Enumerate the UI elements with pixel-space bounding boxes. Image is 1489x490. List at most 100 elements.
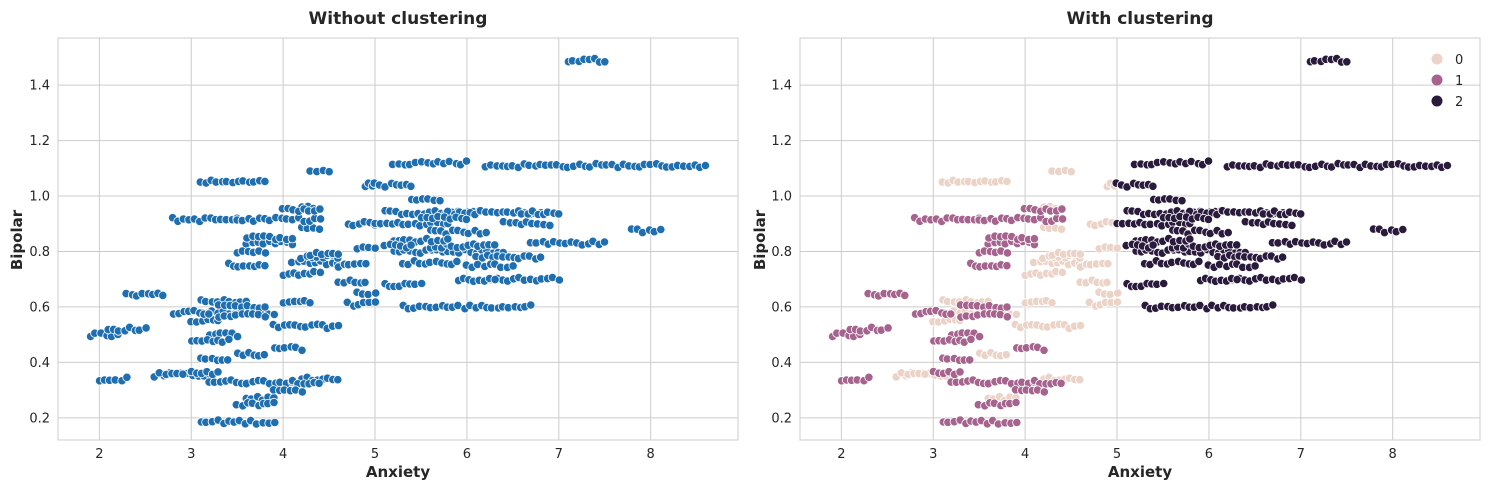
data-point-cluster-0 (1011, 309, 1021, 320)
data-point (406, 240, 416, 250)
data-point (297, 387, 307, 397)
data-point-cluster-1 (1002, 302, 1012, 312)
data-point (371, 288, 381, 298)
data-point-cluster-0 (1002, 176, 1012, 186)
x-tick-label: 2 (837, 447, 845, 462)
data-point (260, 261, 270, 271)
data-point-cluster-1 (1029, 234, 1040, 244)
data-point-cluster-0 (1105, 289, 1115, 300)
data-point (406, 181, 416, 191)
data-point (461, 156, 472, 166)
y-tick-label: 0.2 (29, 411, 50, 426)
y-tick-label: 1.4 (29, 79, 50, 94)
x-tick-label: 4 (1021, 447, 1029, 462)
data-point-cluster-1 (1002, 261, 1012, 271)
data-point (259, 350, 269, 360)
x-tick-label: 5 (371, 447, 379, 462)
data-point-cluster-2 (1342, 57, 1352, 67)
x-axis-label-left: Anxiety (366, 463, 430, 481)
legend-marker-2 (1431, 95, 1443, 107)
data-point (158, 290, 168, 300)
data-point-cluster-2 (1268, 300, 1278, 310)
data-point (260, 248, 271, 258)
y-tick-label: 0.6 (771, 300, 792, 315)
data-point (297, 345, 307, 355)
data-point-cluster-2 (1287, 220, 1297, 230)
data-point-cluster-1 (1057, 204, 1067, 214)
data-point (370, 297, 380, 307)
data-point (599, 237, 610, 247)
chart-title-right: With clustering (1067, 9, 1214, 29)
data-point (260, 312, 270, 322)
x-tick-label: 7 (555, 447, 563, 462)
data-point (269, 397, 279, 408)
data-point-cluster-2 (1148, 181, 1158, 191)
y-tick-label: 0.4 (29, 356, 50, 371)
data-point (360, 277, 370, 287)
data-point-cluster-2 (1185, 234, 1195, 244)
grid-right (800, 38, 1480, 440)
data-point-cluster-2 (1223, 228, 1233, 238)
data-point (508, 261, 518, 271)
data-point (314, 378, 324, 388)
data-point-cluster-0 (1075, 375, 1085, 385)
data-point-cluster-1 (1039, 387, 1049, 397)
y-axis-label-left: Bipolar (8, 209, 26, 270)
data-point-cluster-2 (1442, 160, 1453, 171)
data-point (333, 249, 343, 259)
data-point (178, 369, 188, 379)
x-tick-label: 3 (929, 447, 937, 462)
data-point (287, 234, 297, 244)
chart-title-left: Without clustering (309, 9, 488, 29)
data-point (233, 331, 243, 342)
data-point (443, 234, 453, 244)
data-point-cluster-1 (974, 331, 985, 342)
y-tick-label: 1.2 (29, 134, 50, 149)
data-point-cluster-0 (1075, 320, 1086, 331)
data-point (260, 176, 270, 186)
data-point (260, 302, 270, 312)
data-point (141, 323, 151, 333)
data-point (122, 372, 132, 382)
data-point (315, 214, 326, 224)
y-tick-label: 1.4 (771, 79, 792, 94)
ticks-left: 2 3 4 5 6 7 8 0.2 0.4 0.6 0.8 1.0 1.2 1.4 (29, 79, 655, 462)
y-tick-label: 0.6 (29, 300, 50, 315)
data-point (435, 196, 445, 206)
y-tick-label: 0.8 (29, 245, 50, 260)
data-point (315, 204, 325, 214)
y-tick-label: 1.0 (771, 190, 792, 205)
data-point (324, 167, 334, 177)
data-point (600, 57, 610, 67)
data-point (305, 298, 315, 308)
data-point-cluster-1 (966, 334, 976, 344)
data-point (526, 300, 536, 310)
data-point-cluster-2 (1194, 256, 1204, 266)
data-point (417, 278, 427, 289)
data-point-cluster-2 (1398, 224, 1408, 235)
points-right (827, 53, 1453, 429)
x-tick-label: 4 (279, 447, 287, 462)
data-point (315, 267, 325, 277)
data-point-cluster-0 (1001, 350, 1011, 360)
legend-marker-1 (1431, 74, 1443, 86)
data-point (314, 224, 325, 234)
legend: 0 1 2 (1431, 53, 1463, 110)
data-point-cluster-0 (1057, 267, 1068, 277)
data-point-cluster-0 (920, 369, 930, 379)
data-point (204, 309, 214, 319)
data-point-cluster-2 (1148, 240, 1158, 250)
data-point (269, 309, 279, 320)
data-point (656, 224, 666, 235)
data-point-cluster-1 (883, 323, 893, 333)
legend-label-0: 0 (1455, 53, 1463, 68)
x-tick-label: 5 (1113, 447, 1121, 462)
data-point (223, 355, 233, 365)
data-point (481, 228, 491, 238)
data-point-cluster-2 (1278, 252, 1288, 262)
data-point-cluster-2 (1341, 237, 1352, 247)
x-tick-label: 7 (1297, 447, 1305, 462)
data-point-cluster-1 (1058, 214, 1068, 224)
x-tick-label: 6 (1205, 447, 1213, 462)
